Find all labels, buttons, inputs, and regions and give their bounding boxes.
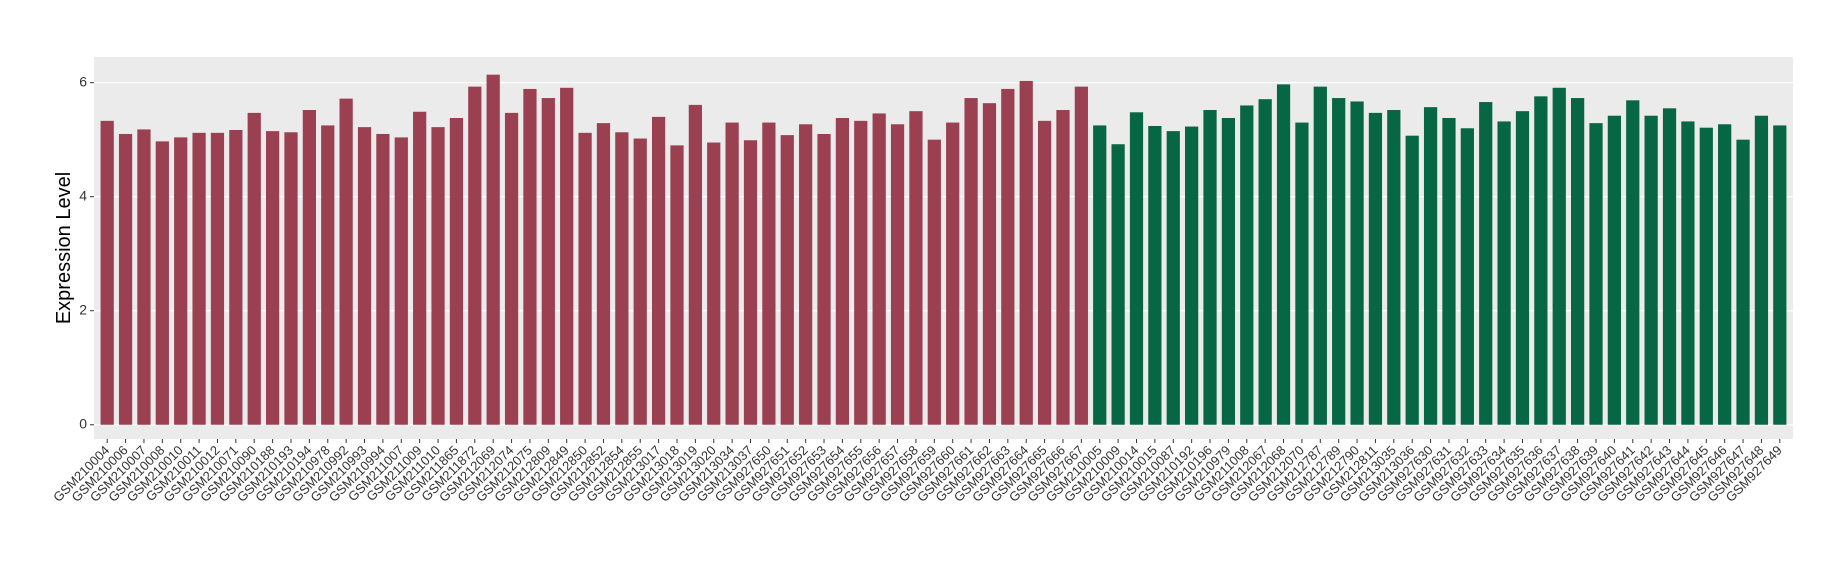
bar xyxy=(1093,125,1107,425)
bar xyxy=(633,138,647,425)
bar xyxy=(100,120,114,425)
y-tick-label: 2 xyxy=(79,301,87,317)
bar xyxy=(137,129,151,425)
bar xyxy=(780,135,794,425)
bar xyxy=(118,133,133,425)
bar xyxy=(762,122,776,425)
bar xyxy=(1773,125,1787,425)
bar xyxy=(431,127,445,425)
bar xyxy=(284,132,298,425)
bar xyxy=(872,113,886,425)
bar xyxy=(1001,88,1015,425)
bar xyxy=(854,120,868,425)
y-tick-label: 4 xyxy=(79,187,87,203)
bar xyxy=(1405,135,1419,425)
bar xyxy=(1571,98,1585,425)
bar xyxy=(927,139,941,425)
bar xyxy=(523,88,537,425)
bar xyxy=(1368,112,1383,425)
bar xyxy=(578,132,592,425)
bar xyxy=(1607,115,1622,425)
bar xyxy=(835,118,850,425)
bar xyxy=(1074,86,1088,425)
bar xyxy=(1644,115,1658,425)
bar xyxy=(1350,101,1364,425)
bar xyxy=(946,122,960,425)
bar xyxy=(376,133,390,425)
bar xyxy=(725,122,739,425)
bar xyxy=(1552,87,1566,425)
bar xyxy=(1387,110,1401,425)
bar xyxy=(321,125,335,425)
bar xyxy=(486,74,500,425)
bar xyxy=(1111,144,1125,425)
bar xyxy=(670,145,684,425)
bar xyxy=(615,132,629,425)
bar xyxy=(1442,118,1456,425)
bar xyxy=(1203,110,1217,425)
y-tick-label: 6 xyxy=(79,73,87,89)
bar xyxy=(1497,121,1511,425)
bar xyxy=(1479,102,1493,425)
bar xyxy=(1423,107,1438,425)
bar xyxy=(1240,105,1254,425)
bar xyxy=(449,118,464,425)
bar xyxy=(1037,120,1052,425)
bar xyxy=(1534,96,1548,425)
bar xyxy=(1662,108,1677,425)
bar xyxy=(1185,126,1199,425)
bar xyxy=(339,98,353,425)
bar xyxy=(982,103,997,425)
y-tick-label: 0 xyxy=(79,415,87,431)
bar xyxy=(1019,80,1033,425)
bar xyxy=(1221,118,1236,425)
bar xyxy=(1589,123,1603,425)
bar xyxy=(1295,122,1309,425)
bar xyxy=(1460,128,1474,425)
y-axis-label: Expression Level xyxy=(53,172,75,324)
bar xyxy=(210,132,225,425)
bar xyxy=(964,98,978,425)
bar xyxy=(192,132,206,425)
bar xyxy=(229,129,243,425)
bar xyxy=(817,133,831,425)
bar xyxy=(302,110,316,425)
bar xyxy=(504,112,519,425)
bar xyxy=(707,142,721,425)
bar xyxy=(174,137,188,425)
bar xyxy=(1515,111,1530,425)
bar xyxy=(265,131,280,425)
bar xyxy=(247,112,261,425)
bar xyxy=(1148,125,1162,425)
bar xyxy=(1258,99,1272,425)
bar xyxy=(1718,124,1732,425)
bar xyxy=(541,98,555,425)
bar xyxy=(468,86,482,425)
bar xyxy=(1332,98,1346,425)
bar xyxy=(1166,131,1180,425)
bar xyxy=(1626,100,1640,425)
bar xyxy=(688,104,702,425)
bar xyxy=(1276,84,1291,425)
bar xyxy=(890,124,905,425)
bar xyxy=(799,124,813,425)
bar xyxy=(596,123,611,425)
bar xyxy=(560,87,574,425)
bar xyxy=(413,111,427,425)
bar xyxy=(155,141,169,425)
bar xyxy=(909,111,923,425)
bar xyxy=(651,116,666,425)
bar xyxy=(743,140,758,425)
bar xyxy=(357,127,372,425)
bar xyxy=(1313,86,1327,425)
bar xyxy=(1129,112,1144,425)
bar xyxy=(1736,139,1750,425)
bar xyxy=(394,137,408,425)
bar xyxy=(1681,121,1695,425)
bar xyxy=(1699,127,1713,425)
bar xyxy=(1754,115,1769,425)
bar xyxy=(1056,110,1070,425)
